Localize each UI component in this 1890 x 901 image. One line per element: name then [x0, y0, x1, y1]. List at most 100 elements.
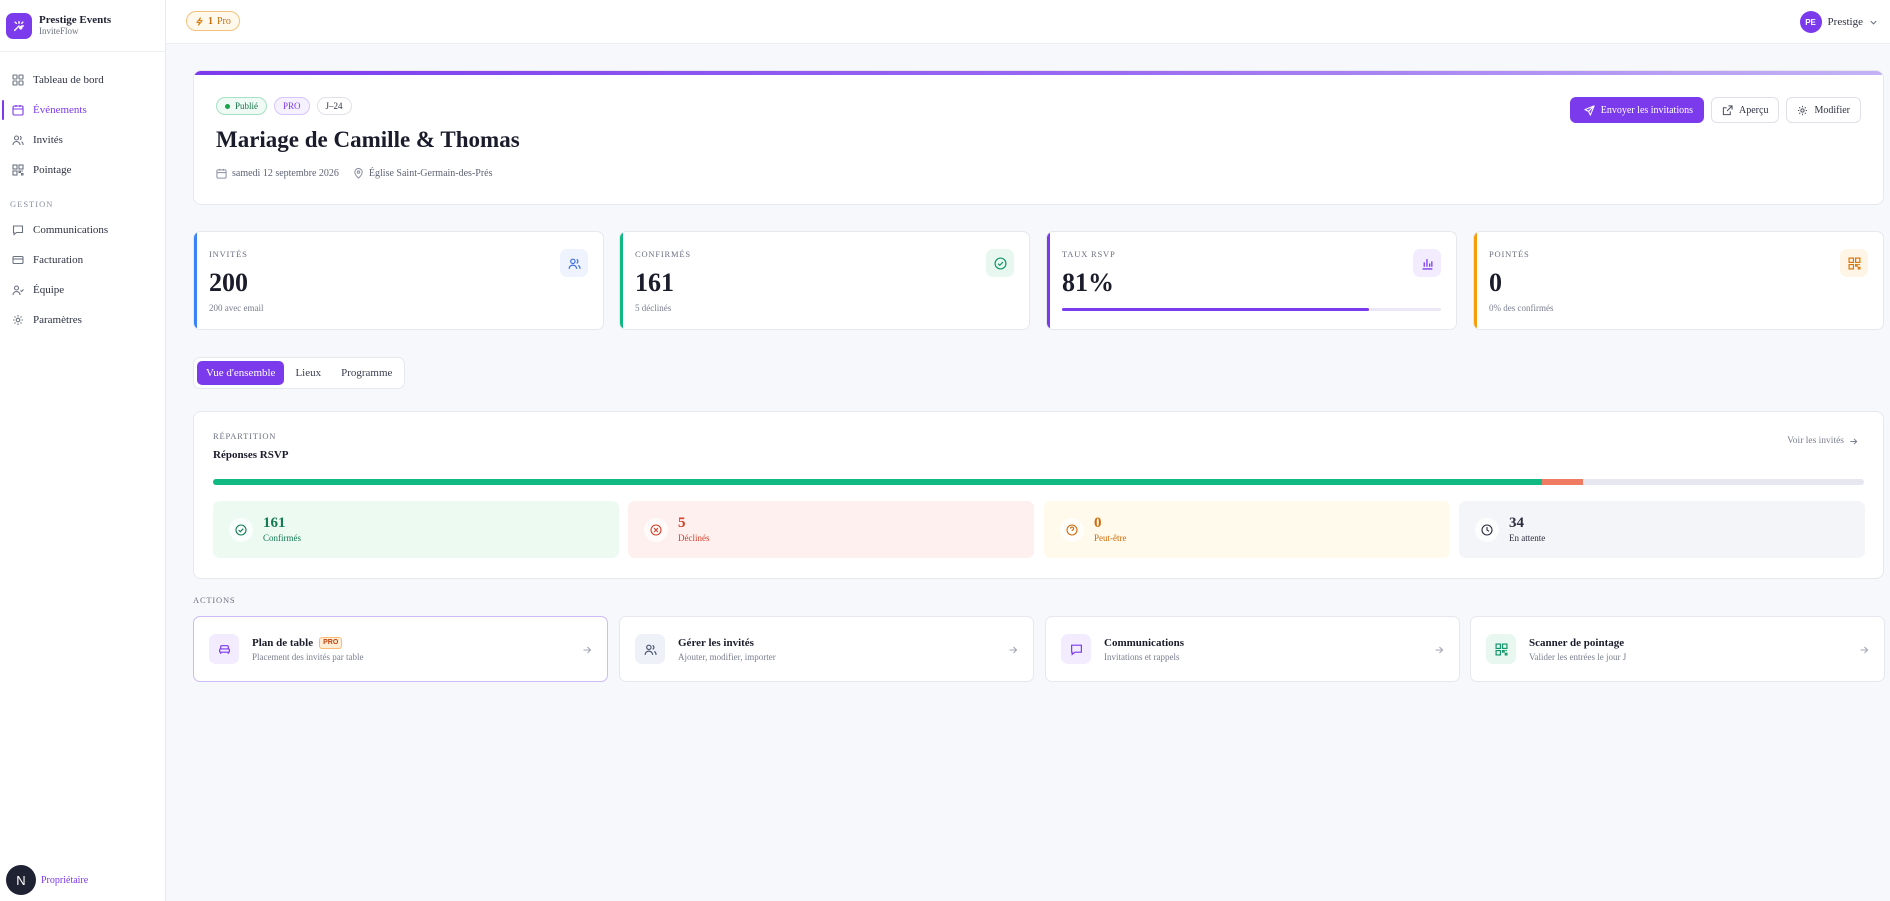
event-chips: Publié PRO J–24: [216, 97, 352, 115]
grid-icon: [12, 74, 24, 86]
rsvp-box-confirmed: 161 Confirmés: [213, 501, 619, 558]
tab-program[interactable]: Programme: [341, 367, 393, 379]
page-title: Mariage de Camille & Thomas: [216, 127, 520, 152]
stat-label: TAUX RSVP: [1062, 249, 1116, 259]
button-label: Aperçu: [1739, 104, 1769, 116]
bar-chart-icon: [1413, 249, 1441, 277]
stat-sub: 200 avec email: [209, 303, 264, 313]
users-icon: [12, 135, 24, 146]
plan-badge[interactable]: 1 Pro: [186, 11, 240, 31]
calendar-icon: [12, 105, 24, 116]
rsvp-count: 34: [1509, 515, 1524, 531]
gear-icon: [1798, 105, 1808, 115]
section-title: Réponses RSVP: [213, 449, 289, 461]
stat-card-guests: INVITÉS 200 200 avec email: [193, 231, 604, 330]
send-invitations-button[interactable]: Envoyer les invitations: [1569, 97, 1705, 123]
arrow-right-icon: [1435, 646, 1444, 654]
pro-badge: PRO: [319, 636, 343, 649]
arrow-right-icon: [1860, 646, 1869, 654]
action-communications[interactable]: Communications Invitations et rappels: [1045, 616, 1460, 682]
x-circle-icon: [644, 517, 668, 542]
action-manage-guests[interactable]: Gérer les invités Ajouter, modifier, imp…: [619, 616, 1034, 682]
event-header-card: Publié PRO J–24 Mariage de Camille & Tho…: [193, 70, 1884, 205]
map-pin-icon: [354, 168, 363, 179]
main-nav: Tableau de bord Événements Invités Point…: [0, 52, 165, 335]
calendar-icon: [216, 168, 227, 179]
nav-item-dashboard[interactable]: Tableau de bord: [0, 65, 165, 95]
view-guests-link[interactable]: Voir les invités: [1787, 436, 1858, 446]
status-badge: Publié: [216, 97, 268, 115]
nav-item-label: Paramètres: [33, 314, 82, 326]
button-label: Envoyer les invitations: [1600, 104, 1694, 116]
edit-button[interactable]: Modifier: [1786, 97, 1861, 123]
nav-item-settings[interactable]: Paramètres: [0, 305, 165, 335]
user-menu[interactable]: PE Prestige: [1799, 11, 1878, 33]
tab-overview[interactable]: Vue d'ensemble: [197, 361, 285, 385]
qr-icon: [12, 164, 24, 176]
clock-icon: [1475, 517, 1499, 542]
action-title: Scanner de pointage: [1529, 636, 1625, 649]
topbar: 1 Pro PE Prestige: [166, 0, 1890, 44]
accent-bar: [194, 71, 1883, 75]
message-icon: [1061, 634, 1091, 664]
action-subtitle: Invitations et rappels: [1104, 651, 1180, 662]
rsvp-count: 0: [1094, 515, 1102, 531]
action-subtitle: Ajouter, modifier, importer: [678, 651, 776, 662]
stat-label: CONFIRMÉS: [635, 249, 691, 259]
stat-sub: 5 déclinés: [635, 303, 672, 313]
lightning-icon: [196, 16, 203, 26]
arrow-right-icon: [1009, 646, 1018, 654]
preview-button[interactable]: Aperçu: [1711, 97, 1780, 123]
brand[interactable]: Prestige Events InviteFlow: [0, 0, 165, 52]
stat-card-checked-in: POINTÉS 0 0% des confirmés: [1473, 231, 1884, 330]
team-icon: [12, 285, 24, 296]
stat-label: INVITÉS: [209, 249, 248, 259]
rsvp-count: 161: [263, 515, 286, 531]
nav-item-communications[interactable]: Communications: [0, 215, 165, 245]
event-venue: Église Saint-Germain-des-Prés: [368, 168, 493, 179]
rsvp-label: Confirmés: [263, 533, 301, 543]
brand-name: Prestige Events: [39, 14, 112, 26]
avatar: N: [6, 865, 36, 895]
owner-profile[interactable]: N Propriétaire: [6, 865, 88, 895]
nav-item-label: Équipe: [33, 284, 65, 296]
rsvp-label: Déclinés: [678, 533, 710, 543]
message-icon: [12, 225, 24, 236]
nav-item-label: Invités: [33, 134, 63, 146]
stat-value: 0: [1489, 268, 1502, 297]
chevron-down-icon: [1870, 20, 1877, 25]
nav-item-label: Pointage: [33, 164, 72, 176]
arrow-right-icon: [583, 646, 592, 654]
stat-card-rsvp-rate: TAUX RSVP 81%: [1046, 231, 1457, 330]
nav-item-events[interactable]: Événements: [0, 95, 165, 125]
link-label: Voir les invités: [1787, 436, 1844, 446]
sidebar: Prestige Events InviteFlow Tableau de bo…: [0, 0, 166, 901]
arrow-right-icon: [1850, 437, 1858, 445]
rsvp-breakdown-card: RÉPARTITION Réponses RSVP Voir les invit…: [193, 411, 1884, 579]
nav-item-checkin[interactable]: Pointage: [0, 155, 165, 185]
event-date: samedi 12 septembre 2026: [232, 168, 339, 179]
tab-venues[interactable]: Lieux: [295, 367, 322, 379]
avatar: PE: [1799, 11, 1822, 33]
nav-item-team[interactable]: Équipe: [0, 275, 165, 305]
plan-label: Pro: [217, 15, 231, 27]
section-eyebrow: RÉPARTITION: [213, 431, 277, 441]
countdown-chip: J–24: [316, 97, 352, 115]
action-subtitle: Placement des invités par table: [252, 651, 364, 662]
event-actions: Envoyer les invitations Aperçu Modifier: [1569, 97, 1861, 123]
action-seating-plan[interactable]: Plan de table PRO Placement des invités p…: [193, 616, 608, 682]
nav-item-guests[interactable]: Invités: [0, 125, 165, 155]
rsvp-count: 5: [678, 515, 686, 531]
stat-label: POINTÉS: [1489, 249, 1530, 259]
action-subtitle: Valider les entrées le jour J: [1529, 651, 1627, 662]
gear-icon: [13, 315, 23, 325]
rsvp-segment-declined: [1542, 479, 1584, 485]
check-circle-icon: [986, 249, 1014, 277]
nav-item-billing[interactable]: Facturation: [0, 245, 165, 275]
action-title: Gérer les invités: [678, 636, 754, 649]
qr-icon: [1840, 249, 1868, 277]
action-checkin-scanner[interactable]: Scanner de pointage Valider les entrées …: [1470, 616, 1885, 682]
rsvp-box-declined: 5 Déclinés: [628, 501, 1034, 558]
plan-count: 1: [208, 15, 213, 27]
brand-logo-icon: [6, 12, 32, 39]
